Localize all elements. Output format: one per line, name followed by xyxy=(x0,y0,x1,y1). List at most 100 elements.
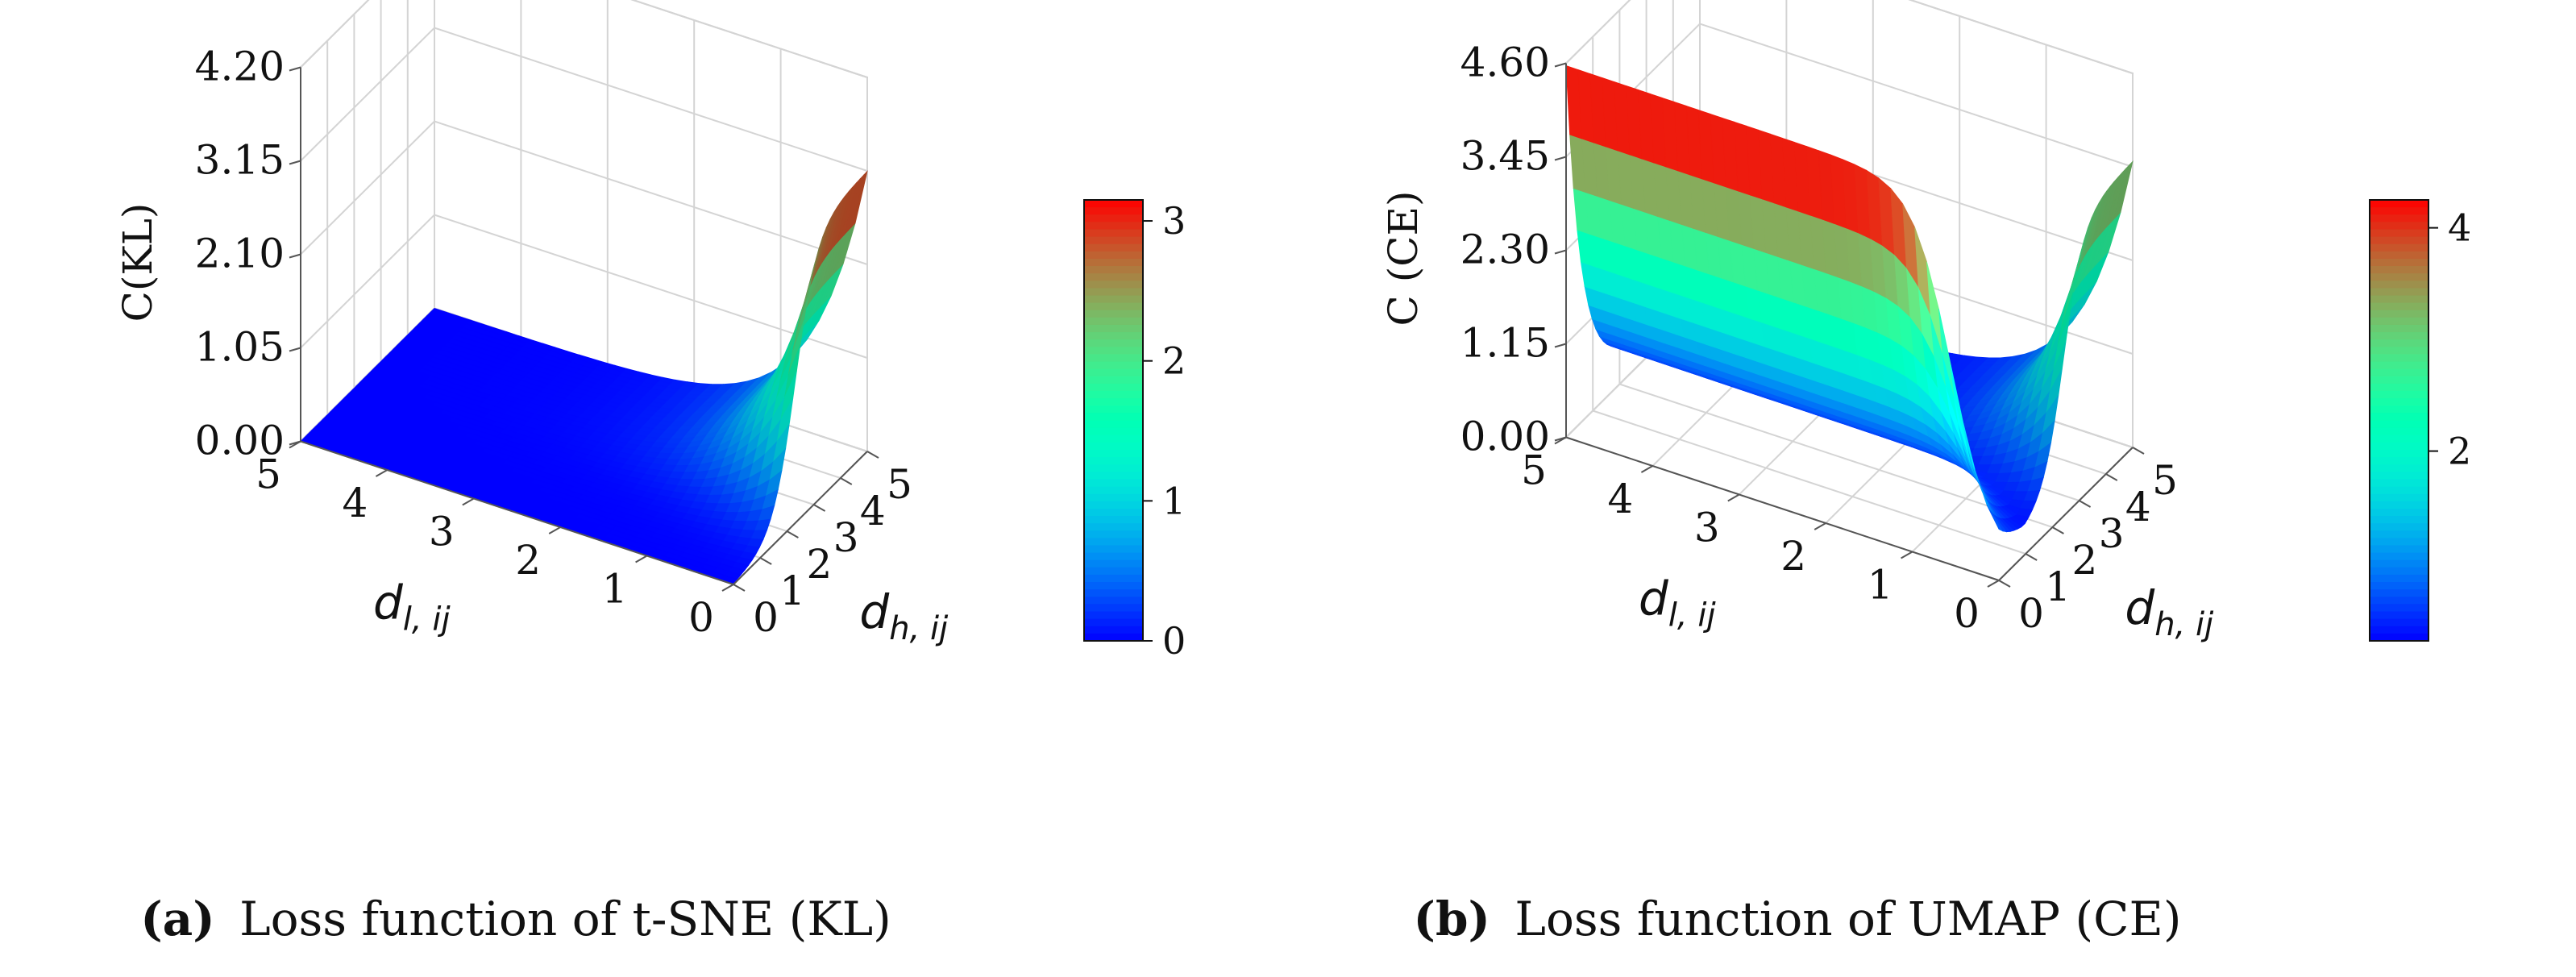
colorbar-segment xyxy=(2370,516,2429,524)
colorbar-segment xyxy=(1084,391,1143,399)
colorbar-segment xyxy=(2370,626,2429,634)
colorbar-segment xyxy=(2370,501,2429,509)
colorbar-segment xyxy=(1084,626,1143,634)
colorbar-segment xyxy=(1084,413,1143,422)
y-tick-mark xyxy=(2079,500,2092,508)
colorbar-segment xyxy=(1084,618,1143,627)
y-axis-label-base: d xyxy=(2125,580,2155,635)
colorbar-segment xyxy=(1084,574,1143,583)
z-tick-label: 0.00 xyxy=(1460,414,1550,460)
colorbar: 24 xyxy=(2369,199,2471,642)
z-axis-label: C(KL) xyxy=(114,203,161,322)
y-tick-mark xyxy=(813,504,826,512)
colorbar-segment xyxy=(2370,486,2429,495)
x-tick-label: 1 xyxy=(602,566,628,613)
colorbar-segment xyxy=(2370,618,2429,627)
y-tick-mark xyxy=(2132,447,2145,455)
colorbar-segment xyxy=(1084,538,1143,547)
x-tick-mark xyxy=(1727,493,1740,502)
colorbar-segment xyxy=(1084,486,1143,495)
colorbar-segment xyxy=(1084,281,1143,289)
colorbar-segment xyxy=(2370,545,2429,554)
colorbar-segment xyxy=(1084,317,1143,326)
x-tick-mark xyxy=(548,526,561,534)
x-tick-mark xyxy=(1987,580,2000,588)
colorbar-segment xyxy=(1084,442,1143,451)
y-tick-label: 2 xyxy=(2071,537,2097,584)
panel-kl-surface-plot: 0123450123450.001.052.103.154.20C(KL)dl,… xyxy=(114,0,1186,663)
colorbar-segment xyxy=(1084,559,1143,568)
x-tick-label: 3 xyxy=(1694,505,1720,551)
z-tick-label: 0.00 xyxy=(195,418,285,464)
colorbar-segment xyxy=(2370,582,2429,590)
colorbar-segment xyxy=(2370,258,2429,267)
x-tick-mark xyxy=(462,497,475,506)
colorbar-segment xyxy=(1084,354,1143,363)
caption-b-label: (b) xyxy=(1414,892,1490,946)
colorbar-segment xyxy=(1084,545,1143,554)
colorbar-segment xyxy=(1084,258,1143,267)
colorbar-segment xyxy=(2370,479,2429,488)
colorbar-segment xyxy=(1084,236,1143,245)
z-tick-mark xyxy=(1554,156,1567,161)
colorbar-segment xyxy=(2370,243,2429,252)
colorbar-segment xyxy=(1084,200,1143,208)
colorbar-segment xyxy=(2370,339,2429,348)
x-axis-label-base: d xyxy=(373,576,404,630)
z-tick-mark xyxy=(1554,249,1567,255)
colorbar-tick-label: 3 xyxy=(1162,199,1186,243)
colorbar-segment xyxy=(1084,552,1143,561)
colorbar: 0 1 2 3 xyxy=(1083,199,1186,663)
colorbar-segment xyxy=(1084,582,1143,590)
colorbar-segment xyxy=(1084,449,1143,458)
colorbar-segment xyxy=(2370,354,2429,363)
y-tick-mark xyxy=(2051,526,2064,534)
colorbar-segment xyxy=(2370,464,2429,473)
colorbar-segment xyxy=(1084,302,1143,311)
y-tick-mark xyxy=(759,557,772,565)
colorbar-segment xyxy=(1084,493,1143,502)
colorbar-segment xyxy=(1084,567,1143,576)
y-tick-label: 0 xyxy=(753,594,779,641)
colorbar-segment xyxy=(2370,214,2429,223)
colorbar-segment xyxy=(1084,310,1143,318)
colorbar-segment xyxy=(1084,295,1143,304)
caption-a-text: Loss function of t-SNE (KL) xyxy=(239,892,891,946)
y-tick-label: 5 xyxy=(2152,457,2178,504)
colorbar-segment xyxy=(1084,361,1143,370)
colorbar-segment xyxy=(1084,347,1143,355)
z-tick-label: 4.20 xyxy=(195,44,285,90)
colorbar-segment xyxy=(1084,611,1143,620)
x-tick-label: 2 xyxy=(1780,533,1806,580)
y-axis-line xyxy=(733,451,868,585)
z-tick-mark xyxy=(289,440,301,446)
colorbar-segment xyxy=(1084,589,1143,598)
colorbar-segment xyxy=(1084,243,1143,252)
colorbar-segment xyxy=(1084,383,1143,392)
colorbar-segment xyxy=(1084,597,1143,605)
colorbar-tick-label: 2 xyxy=(2448,430,2471,473)
surface-facet xyxy=(1986,505,2004,532)
surface-facet xyxy=(721,575,738,584)
colorbar-segment xyxy=(2370,552,2429,561)
x-tick-mark xyxy=(1640,465,1653,473)
colorbar-segment xyxy=(1084,273,1143,282)
colorbar-segment xyxy=(2370,398,2429,407)
colorbar-segment xyxy=(1084,434,1143,443)
colorbar-segment xyxy=(1084,214,1143,223)
colorbar-segment xyxy=(2370,574,2429,583)
colorbar-segment xyxy=(1084,530,1143,539)
colorbar-segment xyxy=(2370,295,2429,304)
y-tick-label: 3 xyxy=(833,514,859,561)
x-axis-label-sub: l, ij xyxy=(403,601,451,638)
colorbar-segment xyxy=(2370,559,2429,568)
y-tick-label: 3 xyxy=(2099,510,2125,557)
colorbar-segment xyxy=(1084,457,1143,465)
colorbar-segment xyxy=(2370,222,2429,231)
z-tick-mark xyxy=(1554,436,1567,442)
z-tick-label: 4.60 xyxy=(1460,39,1550,86)
colorbar-segment xyxy=(2370,427,2429,436)
colorbar-tick-label: 0 xyxy=(1162,619,1186,663)
colorbar-segment xyxy=(2370,457,2429,465)
